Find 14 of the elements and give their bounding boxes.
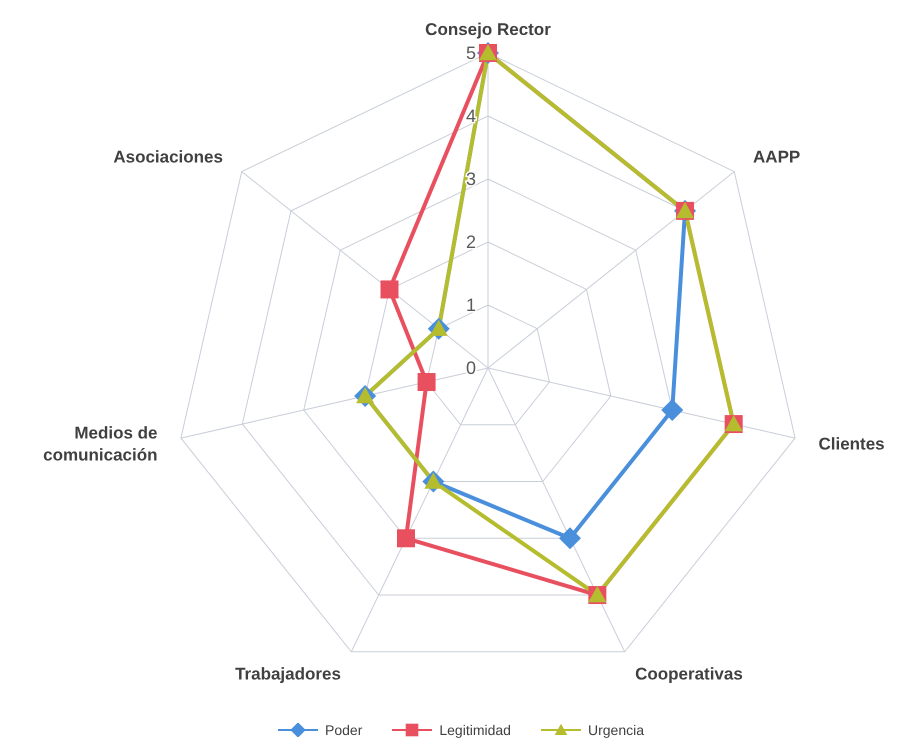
legend-label: Poder (324, 722, 362, 738)
y-tick-label: 2 (466, 232, 476, 252)
spoke-label: Cooperativas (635, 664, 743, 684)
legend-label: Legitimidad (438, 722, 511, 738)
spoke-label: Asociaciones (113, 148, 223, 167)
spoke-label: AAPP (753, 148, 800, 167)
legend-label: Urgencia (586, 722, 644, 738)
y-tick-label: 1 (466, 295, 476, 315)
spoke-label: Consejo Rector (425, 20, 552, 39)
spoke-label: Clientes (818, 434, 885, 454)
y-tick-label: 5 (466, 43, 476, 63)
spoke-label: Trabajadores (235, 664, 341, 684)
y-tick-label: 0 (466, 358, 476, 378)
spoke-label: Medios de comunicación (43, 423, 158, 464)
